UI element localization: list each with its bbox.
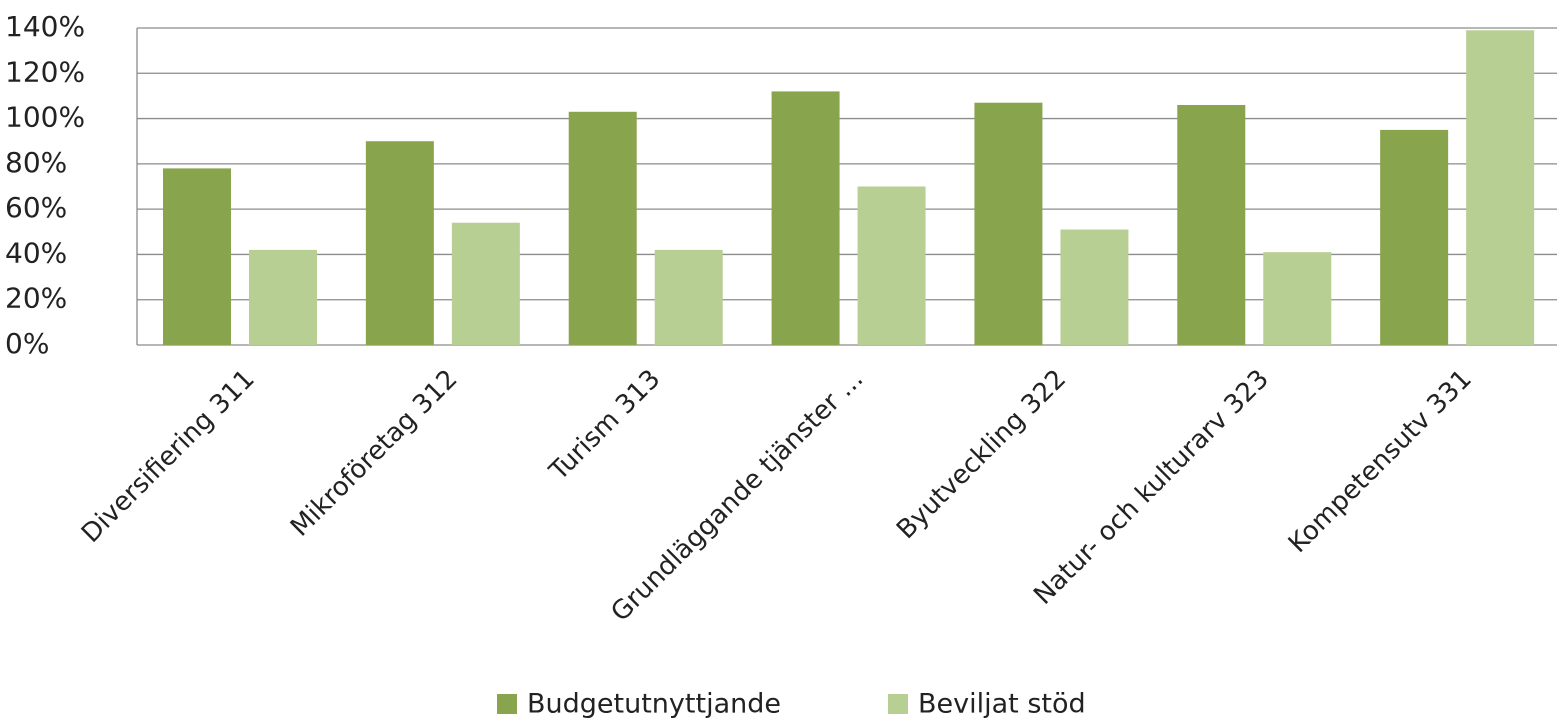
x-tick-label: Kompetensutv 331 [1283,364,1478,559]
bar [1380,129,1449,345]
bar [365,141,434,345]
y-tick-label: 80% [5,146,67,179]
bar [163,168,231,345]
bar [249,249,317,345]
y-tick-label: 60% [5,191,67,224]
bar [1466,30,1535,346]
bar [974,102,1043,345]
y-tick-label: 0% [5,327,49,360]
bar [451,222,520,345]
y-tick-label: 100% [5,101,85,134]
bar [1263,252,1332,345]
x-tick-label: Diversifiering 311 [76,364,261,549]
bar [1177,104,1246,345]
legend-label: Budgetutnyttjande [527,689,781,720]
x-tick-label: Natur- och kulturarv 323 [1028,364,1275,611]
y-tick-label: 140% [5,10,85,43]
legend-label: Beviljat stöd [918,689,1086,720]
y-tick-label: 40% [5,236,67,269]
bar [857,186,926,345]
bar [568,111,637,346]
x-tick-label: Byutveckling 322 [891,364,1072,545]
bar [1060,229,1129,345]
x-tick-label: Mikroföretag 312 [285,364,464,543]
y-tick-label: 20% [5,282,67,315]
legend-swatch [497,694,517,714]
y-tick-label: 120% [5,55,85,88]
x-tick-label: Turism 313 [543,364,666,487]
bar [771,91,840,346]
bar [654,249,723,345]
legend-swatch [888,694,908,714]
